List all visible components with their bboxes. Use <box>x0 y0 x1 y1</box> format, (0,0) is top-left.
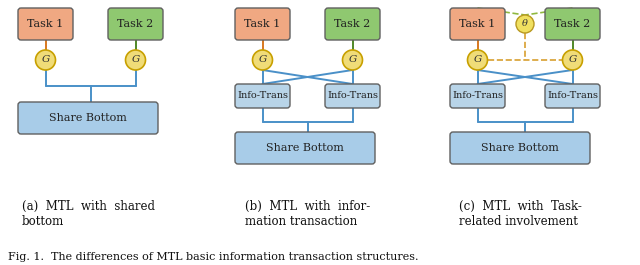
Text: Share Bottom: Share Bottom <box>266 143 344 153</box>
Circle shape <box>342 50 362 70</box>
Circle shape <box>467 50 488 70</box>
FancyBboxPatch shape <box>235 84 290 108</box>
Circle shape <box>125 50 145 70</box>
Text: Info-Trans: Info-Trans <box>237 91 288 100</box>
Text: (c)  MTL  with  Task-
related involvement: (c) MTL with Task- related involvement <box>459 200 581 228</box>
Text: Fig. 1.  The differences of MTL basic information transaction structures.: Fig. 1. The differences of MTL basic inf… <box>8 252 419 262</box>
Text: G: G <box>42 55 50 64</box>
FancyBboxPatch shape <box>450 8 505 40</box>
FancyBboxPatch shape <box>18 102 158 134</box>
Text: Info-Trans: Info-Trans <box>547 91 598 100</box>
Text: Share Bottom: Share Bottom <box>481 143 559 153</box>
Text: θ: θ <box>522 20 528 29</box>
Text: G: G <box>259 55 267 64</box>
FancyBboxPatch shape <box>450 132 590 164</box>
Text: (a)  MTL  with  shared
bottom: (a) MTL with shared bottom <box>22 200 154 228</box>
FancyBboxPatch shape <box>545 8 600 40</box>
Text: Task 2: Task 2 <box>334 19 371 29</box>
Text: G: G <box>131 55 140 64</box>
Text: Task 1: Task 1 <box>28 19 63 29</box>
Circle shape <box>253 50 273 70</box>
FancyBboxPatch shape <box>545 84 600 108</box>
Circle shape <box>516 15 534 33</box>
Text: G: G <box>348 55 356 64</box>
Text: (b)  MTL  with  infor-
mation transaction: (b) MTL with infor- mation transaction <box>245 200 371 228</box>
Text: G: G <box>568 55 577 64</box>
FancyBboxPatch shape <box>235 132 375 164</box>
Text: Task 2: Task 2 <box>554 19 591 29</box>
FancyBboxPatch shape <box>325 8 380 40</box>
Text: Info-Trans: Info-Trans <box>327 91 378 100</box>
FancyBboxPatch shape <box>108 8 163 40</box>
Text: Task 1: Task 1 <box>244 19 280 29</box>
FancyBboxPatch shape <box>18 8 73 40</box>
FancyBboxPatch shape <box>450 84 505 108</box>
Text: Share Bottom: Share Bottom <box>49 113 127 123</box>
FancyBboxPatch shape <box>325 84 380 108</box>
Text: G: G <box>474 55 482 64</box>
Text: Task 2: Task 2 <box>117 19 154 29</box>
Circle shape <box>563 50 582 70</box>
Circle shape <box>35 50 56 70</box>
Text: Info-Trans: Info-Trans <box>452 91 503 100</box>
Text: Task 1: Task 1 <box>460 19 495 29</box>
FancyBboxPatch shape <box>235 8 290 40</box>
